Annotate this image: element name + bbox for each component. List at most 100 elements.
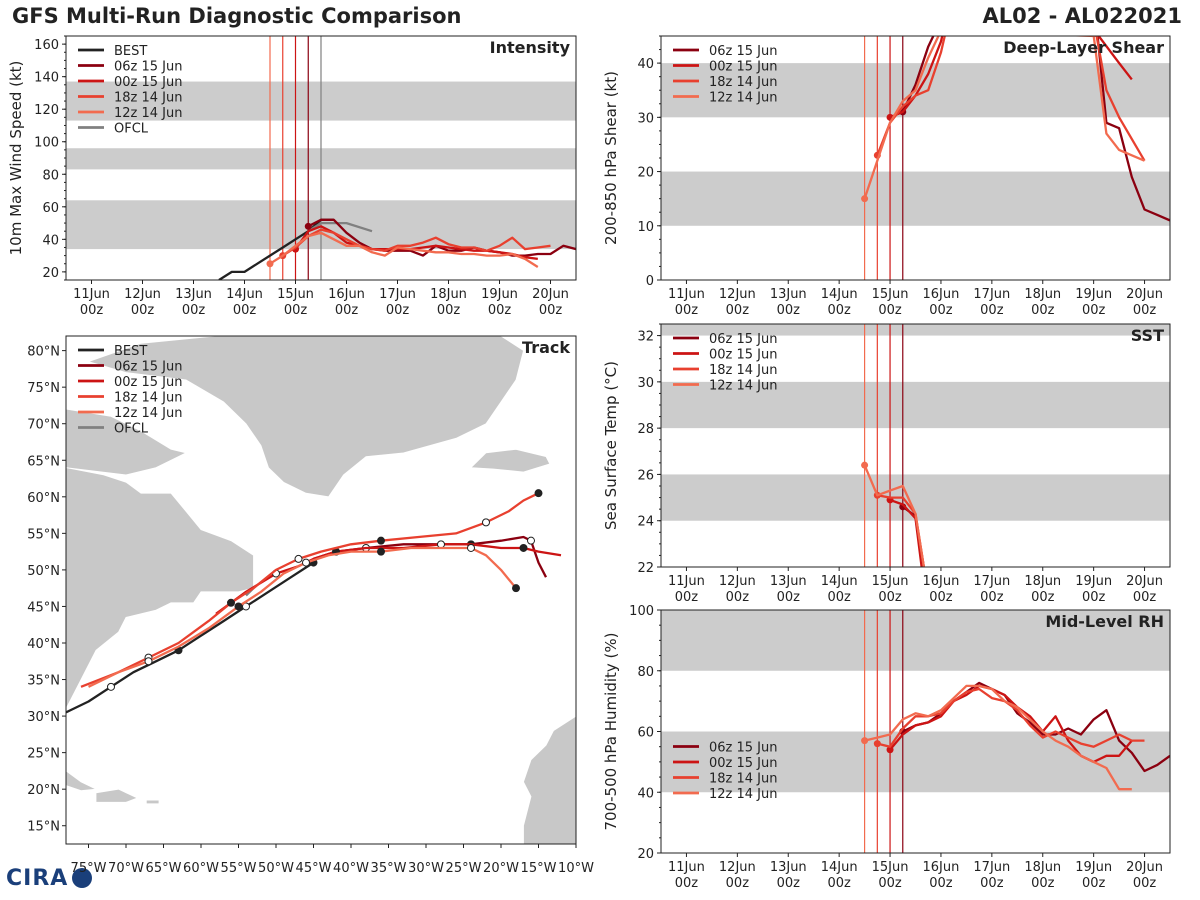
rh-legend-label: 12z 14 Jun bbox=[709, 787, 778, 802]
shear-ytick-label: 30 bbox=[637, 111, 654, 126]
track-point bbox=[512, 584, 520, 593]
rh-series-line bbox=[864, 684, 1132, 791]
track-xtick-label: 15°W bbox=[521, 861, 557, 876]
sst-xtick-label: 19Jun bbox=[1075, 574, 1112, 589]
intensity-series-line bbox=[269, 231, 539, 268]
rh-title: Mid-Level RH bbox=[1045, 612, 1164, 631]
rh-xtick-label: 12Jun bbox=[719, 860, 756, 875]
intensity-xtick-label: 20Jun bbox=[532, 287, 569, 302]
shear-xtick-label: 00z bbox=[1133, 303, 1157, 318]
intensity-series-line bbox=[307, 221, 373, 233]
intensity-xtick-label: 12Jun bbox=[124, 287, 161, 302]
rh-init-point bbox=[873, 740, 881, 748]
sst-chart: 11Jun00z12Jun00z13Jun00z14Jun00z15Jun00z… bbox=[602, 323, 1171, 605]
intensity-ytick-label: 20 bbox=[42, 266, 59, 281]
intensity-xtick-label: 00z bbox=[386, 303, 410, 318]
land-greenland bbox=[87, 336, 524, 498]
track-xtick-label: 30°W bbox=[408, 861, 444, 876]
intensity-xtick-label: 00z bbox=[80, 303, 104, 318]
intensity-xtick-label: 15Jun bbox=[277, 287, 314, 302]
intensity-xtick-label: 13Jun bbox=[175, 287, 212, 302]
track-xtick-label: 45°W bbox=[296, 861, 332, 876]
track-series-line bbox=[80, 492, 540, 688]
intensity-legend-label: 06z 15 Jun bbox=[114, 60, 183, 75]
track-xtick-label: 25°W bbox=[446, 861, 482, 876]
track-legend-label: 06z 15 Jun bbox=[114, 360, 183, 375]
intensity-legend-label: 12z 14 Jun bbox=[114, 106, 183, 121]
rh-xtick-label: 00z bbox=[726, 876, 750, 891]
track-ytick-label: 65°N bbox=[27, 454, 60, 469]
shear-legend-label: 06z 15 Jun bbox=[709, 44, 778, 59]
rh-xtick-label: 14Jun bbox=[821, 860, 858, 875]
sst-xtick-label: 11Jun bbox=[668, 574, 705, 589]
land-puerto-rico bbox=[145, 799, 160, 805]
sst-xtick-label: 14Jun bbox=[821, 574, 858, 589]
track-title: Track bbox=[522, 338, 570, 357]
track-point bbox=[482, 518, 490, 527]
intensity-plot-area bbox=[66, 36, 576, 280]
track-point bbox=[144, 657, 153, 666]
rh-xtick-label: 17Jun bbox=[973, 860, 1010, 875]
sst-init-point bbox=[861, 461, 869, 469]
intensity-xtick-label: 14Jun bbox=[226, 287, 263, 302]
track-point bbox=[234, 602, 243, 611]
shear-xtick-label: 12Jun bbox=[719, 287, 756, 302]
rh-band bbox=[661, 731, 1170, 793]
land-iceland bbox=[470, 448, 551, 473]
land-baffin bbox=[66, 408, 188, 476]
sst-xtick-label: 00z bbox=[675, 590, 699, 605]
intensity-legend-label: OFCL bbox=[114, 122, 149, 137]
shear-chart: 11Jun00z12Jun00z13Jun00z14Jun00z15Jun00z… bbox=[602, 35, 1171, 318]
land-africa bbox=[523, 715, 576, 844]
sst-xtick-label: 00z bbox=[827, 590, 851, 605]
storm-id: AL02 - AL022021 bbox=[982, 4, 1183, 28]
intensity-xtick-label: 00z bbox=[182, 303, 206, 318]
rh-band bbox=[661, 610, 1170, 671]
intensity-ytick-label: 100 bbox=[34, 136, 59, 151]
shear-xtick-label: 15Jun bbox=[872, 287, 909, 302]
sst-legend-label: 18z 14 Jun bbox=[709, 363, 778, 378]
shear-ylabel: 200-850 hPa Shear (kt) bbox=[602, 71, 620, 245]
sst-xtick-label: 16Jun bbox=[923, 574, 960, 589]
track-point bbox=[377, 547, 385, 556]
shear-xtick-label: 14Jun bbox=[821, 287, 858, 302]
track-point bbox=[437, 540, 445, 549]
track-point bbox=[377, 536, 385, 545]
track-xtick-label: 40°W bbox=[333, 861, 369, 876]
intensity-ytick-label: 160 bbox=[34, 38, 59, 53]
intensity-xtick-label: 17Jun bbox=[379, 287, 416, 302]
shear-series-line bbox=[889, 36, 1133, 119]
sst-xtick-label: 00z bbox=[878, 590, 902, 605]
intensity-xtick-label: 16Jun bbox=[328, 287, 365, 302]
rh-xtick-label: 16Jun bbox=[923, 860, 960, 875]
intensity-series-line bbox=[282, 228, 551, 257]
sst-series-line bbox=[863, 464, 926, 567]
intensity-ytick-label: 60 bbox=[42, 201, 59, 216]
track-ytick-label: 30°N bbox=[27, 710, 60, 725]
intensity-init-point bbox=[304, 222, 312, 230]
sst-title: SST bbox=[1131, 326, 1164, 345]
intensity-ytick-label: 140 bbox=[34, 71, 59, 86]
shear-legend-label: 12z 14 Jun bbox=[709, 91, 778, 106]
intensity-init-point bbox=[266, 260, 274, 268]
rh-xtick-label: 00z bbox=[675, 876, 699, 891]
rh-xtick-label: 18Jun bbox=[1024, 860, 1061, 875]
track-point bbox=[527, 536, 535, 545]
rh-xtick-label: 00z bbox=[1031, 876, 1055, 891]
intensity-xtick-label: 00z bbox=[284, 303, 308, 318]
sst-xtick-label: 00z bbox=[980, 590, 1004, 605]
intensity-title: Intensity bbox=[490, 38, 571, 57]
track-ytick-label: 40°N bbox=[27, 637, 60, 652]
shear-ytick-label: 0 bbox=[646, 274, 654, 289]
rh-xtick-label: 15Jun bbox=[872, 860, 909, 875]
rh-plot-area bbox=[661, 610, 1170, 853]
intensity-legend-label: 18z 14 Jun bbox=[114, 91, 183, 106]
intensity-xtick-label: 18Jun bbox=[430, 287, 467, 302]
sst-xtick-label: 13Jun bbox=[770, 574, 807, 589]
shear-xtick-label: 11Jun bbox=[668, 287, 705, 302]
sst-legend-label: 06z 15 Jun bbox=[709, 332, 778, 347]
intensity-xtick-label: 00z bbox=[437, 303, 461, 318]
rh-xtick-label: 00z bbox=[777, 876, 801, 891]
shear-xtick-label: 00z bbox=[675, 303, 699, 318]
